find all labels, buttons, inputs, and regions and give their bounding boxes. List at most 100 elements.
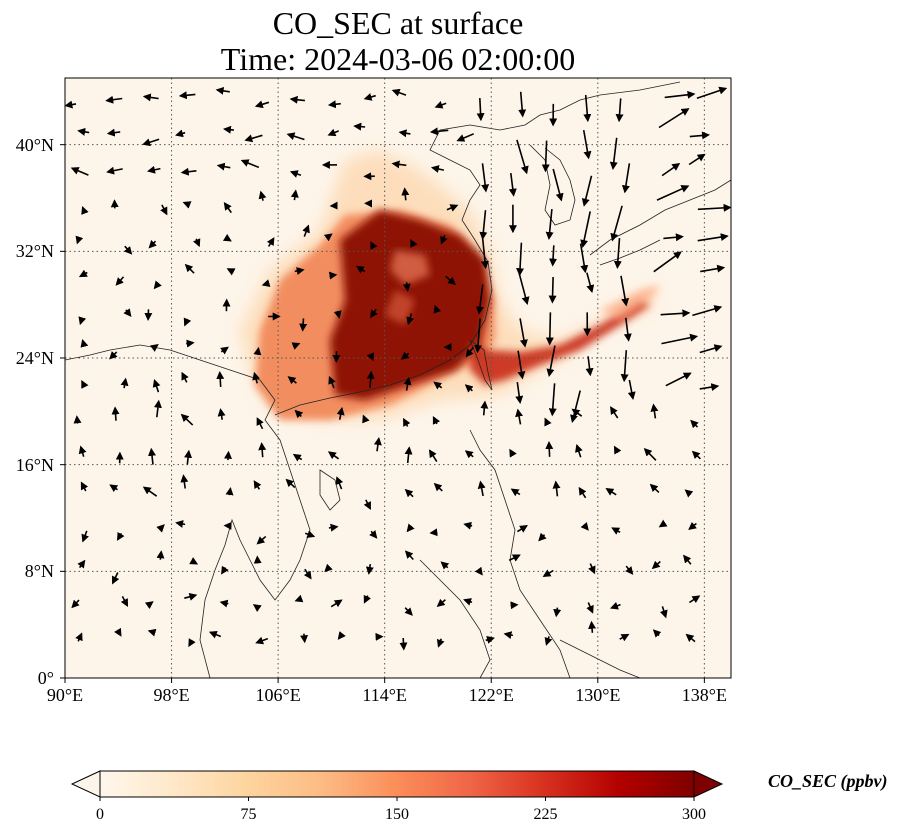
wind-arrow [70, 167, 89, 176]
wind-arrow [436, 598, 446, 608]
wind-arrow [615, 98, 624, 123]
wind-arrow [116, 531, 125, 541]
wind-arrow [682, 554, 692, 565]
wind-arrow [221, 565, 229, 575]
wind-arrow [661, 333, 699, 345]
wind-arrow [142, 93, 159, 102]
wind-arrow [327, 128, 340, 137]
wind-arrow [544, 636, 553, 646]
wind-arrow [588, 620, 597, 633]
wind-arrow [515, 408, 523, 425]
wind-arrow [433, 482, 443, 492]
wind-arrow [223, 201, 232, 214]
wind-arrow [78, 316, 87, 326]
wind-arrow [216, 162, 231, 171]
lon-tick-label: 90°E [46, 685, 84, 705]
wind-arrow [208, 630, 222, 639]
wind-arrow [428, 449, 438, 463]
wind-arrow [73, 415, 82, 424]
wind-arrow [583, 94, 592, 123]
wind-arrow [625, 565, 634, 575]
wind-arrow [463, 521, 473, 530]
wind-arrow [106, 128, 121, 137]
wind-arrow [660, 309, 691, 318]
wind-arrow [474, 566, 483, 576]
wind-arrow [142, 138, 160, 147]
wind-arrow [582, 129, 592, 160]
lon-tick-label: 122°E [468, 685, 514, 705]
wind-arrow [289, 95, 305, 104]
wind-arrow [286, 132, 305, 141]
wind-arrow [552, 480, 561, 497]
wind-arrow [294, 594, 304, 603]
wind-arrow [363, 594, 371, 604]
wind-arrow [689, 131, 710, 140]
lon-tick-label: 138°E [681, 685, 727, 705]
wind-arrow [363, 93, 376, 101]
wind-arrow [509, 448, 517, 458]
wind-arrow [336, 406, 345, 420]
wind-arrow [404, 488, 414, 498]
wind-arrow [440, 561, 450, 570]
wind-arrow [553, 607, 562, 618]
wind-arrow [436, 638, 445, 648]
wind-arrow [178, 91, 196, 100]
wind-arrow [215, 86, 230, 95]
wind-arrow [546, 345, 556, 377]
wind-arrow [156, 524, 165, 533]
wind-arrow [690, 419, 699, 429]
wind-arrow [81, 206, 89, 215]
lat-tick-label: 0° [37, 668, 54, 688]
colorbar [70, 770, 724, 801]
wind-arrow [184, 449, 193, 465]
wind-arrow [302, 224, 310, 237]
wind-arrow [330, 599, 343, 608]
wind-arrow [183, 317, 192, 327]
lat-tick-label: 16°N [15, 454, 54, 475]
wind-arrow [299, 318, 308, 332]
lon-tick-label: 130°E [575, 685, 621, 705]
wind-arrow [658, 108, 690, 129]
wind-arrow [586, 602, 594, 614]
wind-arrow [403, 376, 412, 391]
wind-arrow [659, 606, 668, 619]
wind-arrow [410, 238, 418, 248]
wind-arrow [220, 346, 229, 355]
wind-arrow [549, 245, 558, 267]
wind-arrow [71, 599, 80, 609]
wind-arrow [588, 563, 596, 575]
wind-arrow [75, 632, 83, 642]
wind-arrow [609, 601, 621, 610]
wind-arrow [80, 481, 89, 492]
wind-arrow [544, 417, 552, 427]
wind-arrow [184, 592, 198, 601]
wind-arrow [147, 165, 161, 174]
wind-arrow [440, 234, 448, 245]
wind-arrow [610, 205, 623, 242]
lat-tick-label: 40°N [15, 134, 54, 155]
wind-arrow [328, 375, 336, 389]
wind-arrow [627, 379, 636, 400]
wind-arrow [508, 554, 521, 562]
wind-arrow [366, 352, 375, 362]
wind-arrow [621, 163, 631, 194]
wind-arrow [403, 417, 411, 427]
wind-arrow [370, 241, 378, 251]
wind-arrow [545, 441, 554, 457]
wind-arrow [586, 272, 595, 294]
wind-arrow [692, 305, 723, 317]
lon-tick-label: 98°E [153, 685, 190, 705]
wind-arrow [653, 251, 682, 273]
wind-arrow [580, 522, 589, 531]
wind-arrow [337, 631, 346, 640]
wind-arrow [571, 408, 583, 417]
wind-arrow [363, 499, 371, 511]
wind-arrow [611, 527, 621, 535]
wind-arrow [404, 607, 413, 616]
wind-arrow [542, 569, 554, 578]
wind-arrow [181, 371, 189, 383]
wind-arrow [480, 400, 489, 416]
wind-arrow [369, 308, 378, 319]
wind-arrow [665, 372, 692, 387]
